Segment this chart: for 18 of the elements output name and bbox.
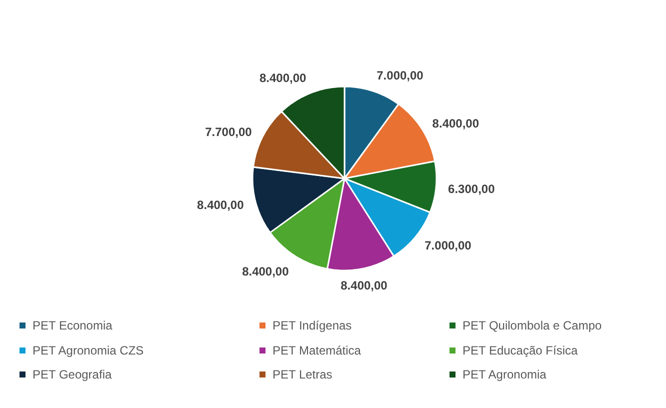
data-label: 8.400,00 [260,70,307,85]
legend-label: PET Agronomia CZS [32,344,144,358]
legend-label: PET Quilombola e Campo [462,318,602,332]
legend-label: PET Letras [272,368,332,382]
legend-label: PET Educação Física [462,344,578,358]
data-label: 7.000,00 [376,68,424,83]
legend-label: PET Agronomia [462,368,547,382]
data-label: 8.400,00 [432,116,480,130]
legend-label: PET Matemática [272,344,362,358]
data-label: 7.700,00 [205,124,252,139]
legend-label: PET Geografia [32,368,112,382]
legend-label: PET Economia [32,318,113,332]
data-label: 8.400,00 [340,278,388,293]
data-label: 8.400,00 [242,264,290,278]
legend-label: PET Indígenas [272,318,352,332]
data-label: 6.300,00 [448,182,496,196]
data-label: 7.000,00 [424,238,472,252]
data-label: 8.400,00 [197,198,244,212]
